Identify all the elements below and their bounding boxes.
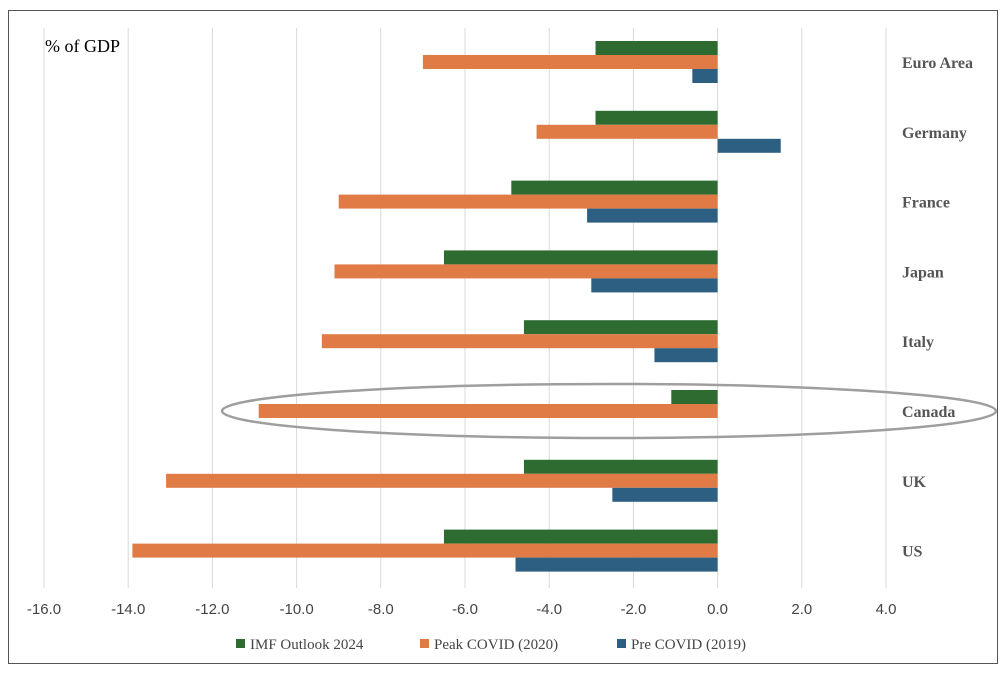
bar: [321, 334, 718, 349]
bar: [654, 348, 718, 363]
bar: [515, 557, 718, 572]
bar: [443, 250, 718, 265]
legend-label: IMF Outlook 2024: [250, 637, 364, 653]
unit-label: % of GDP: [45, 36, 120, 56]
category-label: US: [902, 544, 923, 561]
category-label: Euro Area: [902, 55, 973, 72]
x-tick-label: -12.0: [195, 601, 229, 618]
category-label: UK: [902, 474, 927, 491]
legend-swatch: [420, 639, 429, 648]
gridlines: [43, 28, 887, 588]
bar: [523, 320, 718, 335]
x-tick-label: -14.0: [111, 601, 145, 618]
bar: [338, 194, 718, 209]
category-label: Germany: [902, 125, 967, 142]
bar: [132, 543, 718, 558]
category-labels: Euro Area Germany France Japan Italy Canada UK…: [902, 55, 973, 561]
bar: [523, 459, 718, 474]
bar: [591, 278, 718, 293]
category-label: Italy: [902, 334, 934, 351]
bar: [443, 529, 718, 544]
legend: IMF Outlook 2024 Peak COVID (2020) Pre COV…: [236, 637, 746, 653]
bar: [422, 55, 718, 69]
x-tick-label: -16.0: [27, 601, 61, 618]
bar: [334, 264, 718, 279]
category-label: France: [902, 195, 950, 212]
bar: [258, 404, 718, 418]
x-tick-labels: -16.0 -14.0 -12.0 -10.0 -8.0 -6.0 -4.0 -2.0 0.0 2…: [27, 601, 897, 618]
legend-swatch: [617, 639, 626, 648]
x-tick-label: 2.0: [791, 601, 812, 618]
x-tick-label: -10.0: [279, 601, 313, 618]
legend-label: Pre COVID (2019): [631, 637, 746, 653]
x-tick-label: -6.0: [452, 601, 478, 618]
highlight-ellipse-shape: [220, 382, 998, 440]
bar: [595, 41, 718, 55]
legend-label: Peak COVID (2020): [434, 637, 558, 653]
bar: [671, 390, 718, 404]
bars: [132, 41, 781, 572]
x-tick-label: 0.0: [707, 601, 728, 618]
legend-swatch: [236, 639, 245, 648]
bar: [692, 69, 718, 83]
bar: [612, 487, 718, 502]
bar: [536, 124, 718, 139]
x-tick-label: 4.0: [876, 601, 897, 618]
bar: [511, 180, 718, 195]
highlight-ellipse: [220, 382, 998, 440]
x-tick-label: -4.0: [536, 601, 562, 618]
bar: [587, 208, 718, 223]
bar: [717, 138, 781, 153]
category-label: Canada: [902, 404, 955, 421]
category-label: Japan: [902, 264, 944, 281]
x-tick-label: -2.0: [620, 601, 646, 618]
bar: [166, 473, 718, 488]
bar: [595, 110, 718, 125]
x-tick-label: -8.0: [368, 601, 394, 618]
